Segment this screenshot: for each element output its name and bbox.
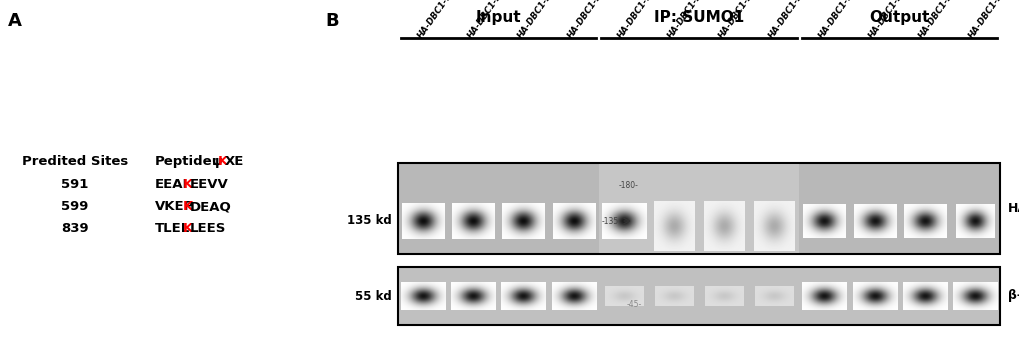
Text: EEVV: EEVV xyxy=(190,178,228,191)
Text: Predited Sites: Predited Sites xyxy=(21,155,128,168)
Text: Peptide:: Peptide: xyxy=(155,155,218,168)
Text: 599: 599 xyxy=(61,200,89,213)
Text: HA-DBC1-WT: HA-DBC1-WT xyxy=(816,0,859,40)
Text: K: K xyxy=(182,178,193,191)
Bar xyxy=(397,267,999,325)
Text: HA-DBC1-K599R: HA-DBC1-K599R xyxy=(716,0,768,40)
Text: XE: XE xyxy=(225,155,245,168)
Text: 839: 839 xyxy=(61,222,89,235)
Text: Input: Input xyxy=(475,10,521,25)
Text: -45-: -45- xyxy=(626,300,641,309)
Text: HA-DBC1-K599R: HA-DBC1-K599R xyxy=(516,0,568,40)
Text: 135 kd: 135 kd xyxy=(346,215,391,227)
Text: HA: HA xyxy=(1007,202,1019,215)
Text: TLEL: TLEL xyxy=(155,222,191,235)
Text: HA-DBC1-WT: HA-DBC1-WT xyxy=(615,0,659,40)
Text: EEAI: EEAI xyxy=(155,178,189,191)
Text: ψ: ψ xyxy=(211,155,221,168)
Text: K: K xyxy=(182,222,193,235)
Text: IP: SUMO1: IP: SUMO1 xyxy=(653,10,744,25)
Text: -180-: -180- xyxy=(619,181,638,190)
Text: VKEP: VKEP xyxy=(155,200,195,213)
Text: DEAQ: DEAQ xyxy=(190,200,231,213)
Text: K: K xyxy=(182,200,193,213)
Text: A: A xyxy=(8,12,21,30)
Text: HA-DBC1-WT: HA-DBC1-WT xyxy=(416,0,459,40)
Text: K: K xyxy=(218,155,228,168)
Text: Output: Output xyxy=(868,10,929,25)
Text: HA-DBC1-K839R: HA-DBC1-K839R xyxy=(566,0,618,40)
Text: 55 kd: 55 kd xyxy=(355,290,391,302)
Text: B: B xyxy=(325,12,338,30)
Text: LEES: LEES xyxy=(190,222,226,235)
Text: HA-DBC1-K839R: HA-DBC1-K839R xyxy=(967,0,1019,40)
Text: HA-DBC1-K591R: HA-DBC1-K591R xyxy=(466,0,518,40)
Text: HA-DBC1-K599R: HA-DBC1-K599R xyxy=(916,0,969,40)
Text: HA-DBC1-K839R: HA-DBC1-K839R xyxy=(766,0,818,40)
Text: β-Tubulin: β-Tubulin xyxy=(1007,290,1019,302)
Text: HA-DBC1-K591R: HA-DBC1-K591R xyxy=(866,0,919,40)
Text: -135: -135 xyxy=(601,217,619,225)
Text: HA-DBC1-K591R: HA-DBC1-K591R xyxy=(665,0,718,40)
Bar xyxy=(397,163,999,254)
Text: 591: 591 xyxy=(61,178,89,191)
Bar xyxy=(598,164,799,253)
